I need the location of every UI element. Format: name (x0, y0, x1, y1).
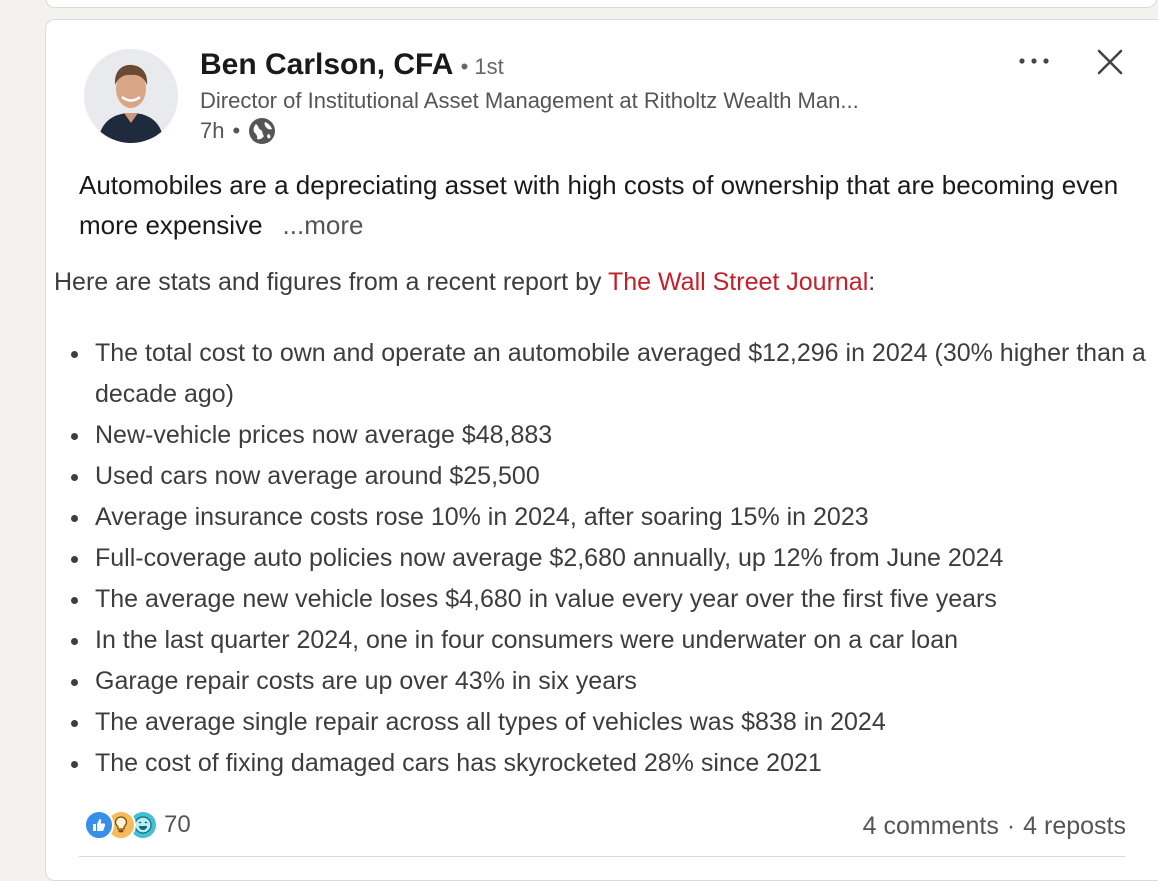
see-more-link[interactable]: ...more (282, 210, 364, 240)
more-options-button[interactable] (1012, 46, 1056, 76)
meta-separator: • (232, 118, 241, 143)
post-meta: 7h • (200, 117, 276, 145)
author-name[interactable]: Ben Carlson, CFA (200, 48, 453, 81)
counts-separator: · (1006, 812, 1016, 840)
reactions-summary[interactable]: 70 (84, 810, 191, 840)
avatar-photo (84, 49, 178, 143)
stats-list: The total cost to own and operate an aut… (66, 333, 1158, 784)
list-item: Used cars now average around $25,500 (66, 456, 1158, 497)
list-item: The average new vehicle loses $4,680 in … (66, 579, 1158, 620)
intro-colon: : (868, 268, 876, 296)
post-time: 7h (200, 118, 225, 143)
post-text: Automobiles are a depreciating asset wit… (79, 170, 1119, 240)
list-item: Garage repair costs are up over 43% in s… (66, 661, 1158, 702)
author-avatar[interactable] (84, 49, 178, 143)
list-item: New-vehicle prices now average $48,883 (66, 415, 1158, 456)
post-card: Ben Carlson, CFA • 1st Director of Insti… (45, 19, 1158, 881)
source-link[interactable]: The Wall Street Journal (607, 268, 869, 296)
author-name-line[interactable]: Ben Carlson, CFA • 1st (200, 48, 504, 82)
reaction-count: 70 (164, 811, 191, 838)
social-counts: 4 comments · 4 reposts (863, 812, 1126, 841)
list-item: The cost of fixing damaged cars has skyr… (66, 743, 1158, 784)
ellipsis-icon (1019, 58, 1049, 64)
list-item: In the last quarter 2024, one in four co… (66, 620, 1158, 661)
like-icon (84, 810, 114, 840)
previous-post-card (45, 0, 1157, 8)
divider (79, 856, 1125, 857)
list-item: The average single repair across all typ… (66, 702, 1158, 743)
intro-text: Here are stats and figures from a recent… (54, 268, 608, 296)
list-item: The total cost to own and operate an aut… (66, 333, 1155, 415)
globe-icon (248, 117, 276, 145)
list-item: Average insurance costs rose 10% in 2024… (66, 497, 1158, 538)
dismiss-post-button[interactable] (1090, 42, 1130, 82)
close-icon (1097, 49, 1123, 75)
author-headline: Director of Institutional Asset Manageme… (200, 88, 859, 113)
attached-content-intro: Here are stats and figures from a recent… (54, 268, 875, 297)
reposts-count-link[interactable]: 4 reposts (1023, 812, 1126, 840)
comments-count-link[interactable]: 4 comments (862, 812, 999, 840)
list-item: Full-coverage auto policies now average … (66, 538, 1158, 579)
post-body: Automobiles are a depreciating asset wit… (79, 165, 1119, 245)
connection-degree: • 1st (460, 54, 504, 79)
